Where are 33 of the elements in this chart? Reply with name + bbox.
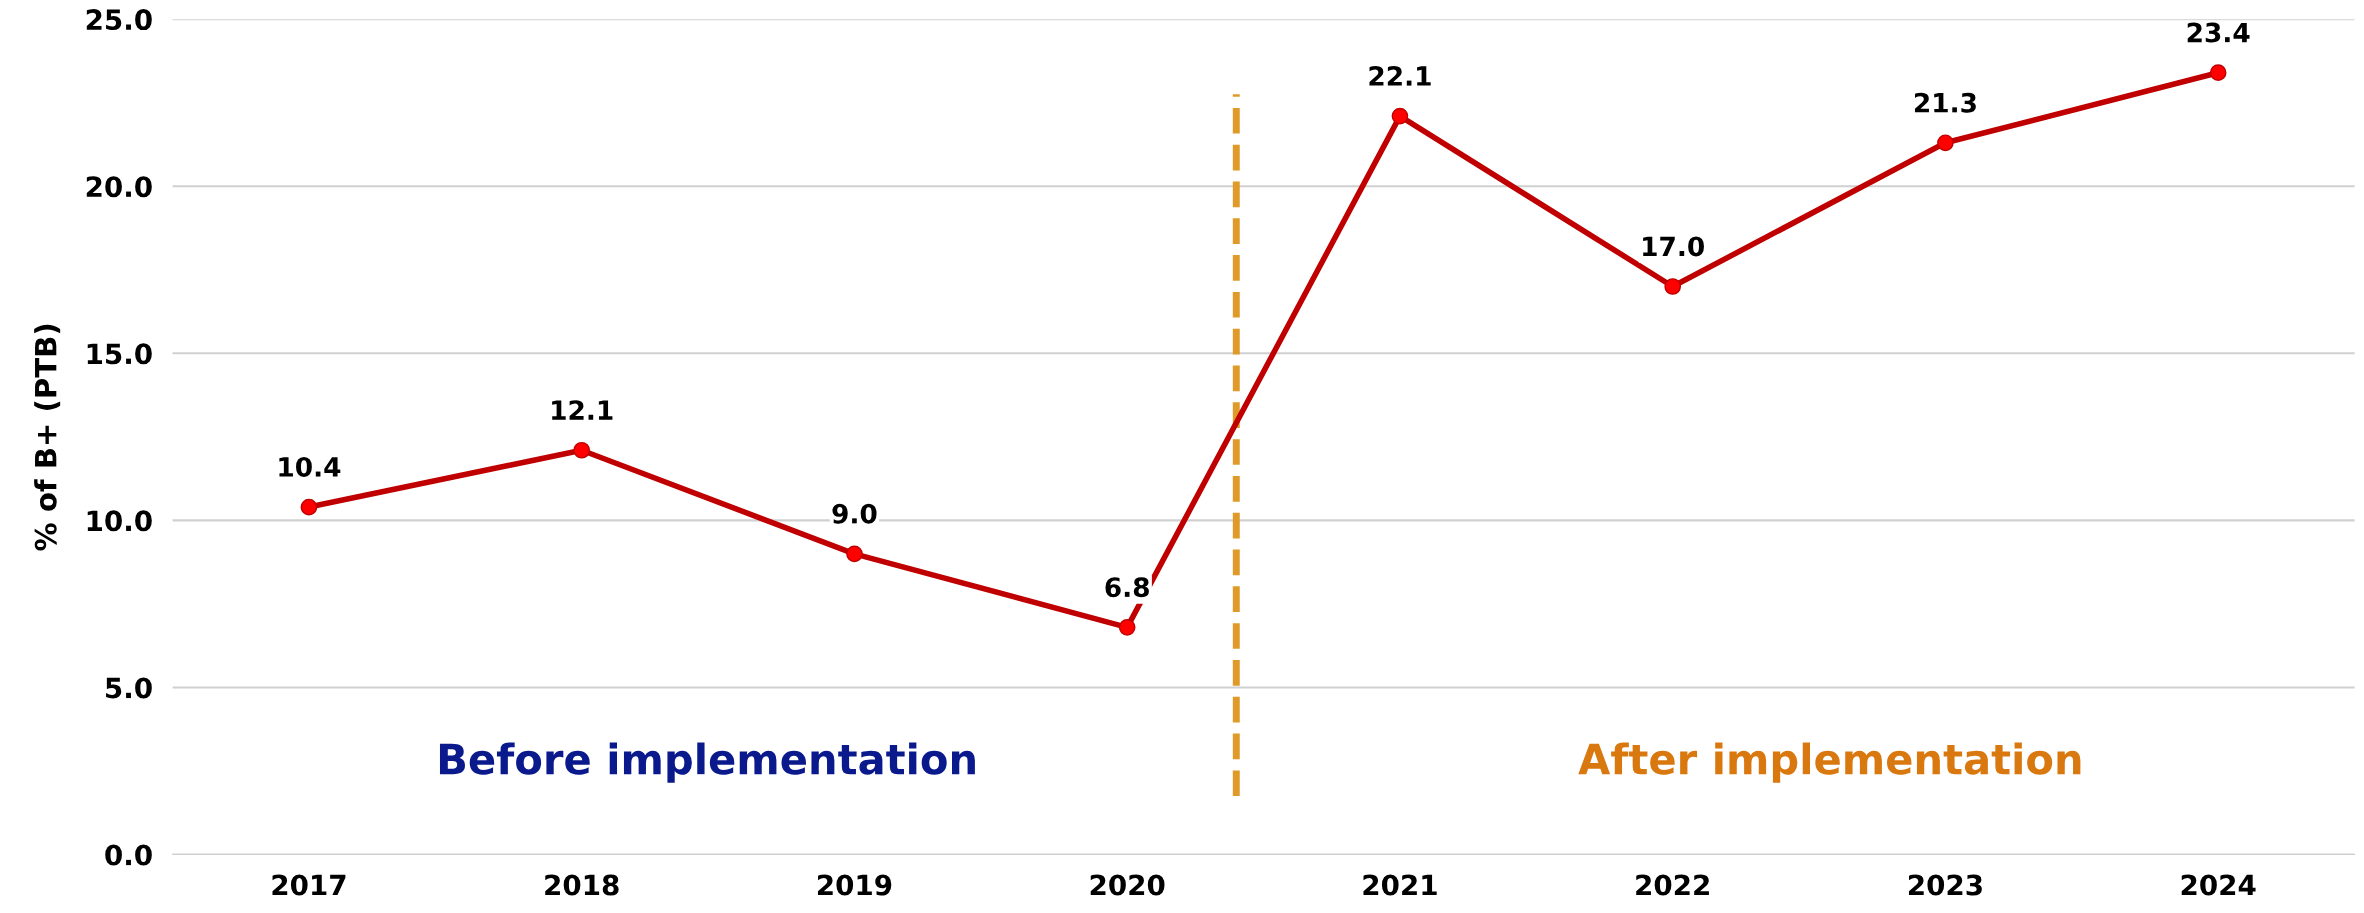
y-tick-label: 20.0 (86, 176, 152, 198)
data-label: 23.4 (2187, 22, 2250, 43)
point (573, 441, 591, 459)
data-label: 12.1 (552, 400, 613, 420)
y-tick-label: 25.0 (86, 9, 152, 31)
x-tick-label: 2023 (1908, 874, 1982, 896)
x-tick-label: 2024 (2181, 874, 2256, 896)
x-tick-label: 2017 (272, 874, 346, 896)
y-tick-label: 15.0 (87, 343, 152, 365)
x-tick-label: 2018 (545, 874, 619, 896)
y-tick-label: 0.0 (105, 844, 152, 866)
point (1664, 278, 1682, 295)
y-tick-label: 5.0 (106, 677, 152, 699)
point (2209, 64, 2227, 81)
data-label: 17.0 (1643, 236, 1704, 257)
x-tick-label: 2022 (1636, 874, 1709, 896)
y-tick-label: 10.0 (87, 510, 152, 532)
point (1391, 107, 1409, 125)
point (846, 545, 863, 563)
point (300, 498, 318, 516)
data-label: 22.1 (1369, 66, 1431, 86)
x-tick-label: 2019 (817, 874, 892, 896)
annotation: Before implementation (439, 742, 975, 783)
x-tick-label: 2020 (1090, 874, 1165, 896)
x-tick-label: 2021 (1363, 874, 1437, 896)
point (1937, 134, 1954, 152)
point (1118, 619, 1136, 636)
data-label: 21.3 (1914, 92, 1976, 113)
data-label: 6.8 (1105, 577, 1149, 598)
y-axis-title: % of B+ (PTB) (34, 324, 61, 551)
data-label: 10.4 (279, 456, 341, 477)
data-label: 9.0 (832, 503, 877, 524)
annotation: After implementation (1578, 742, 2081, 783)
